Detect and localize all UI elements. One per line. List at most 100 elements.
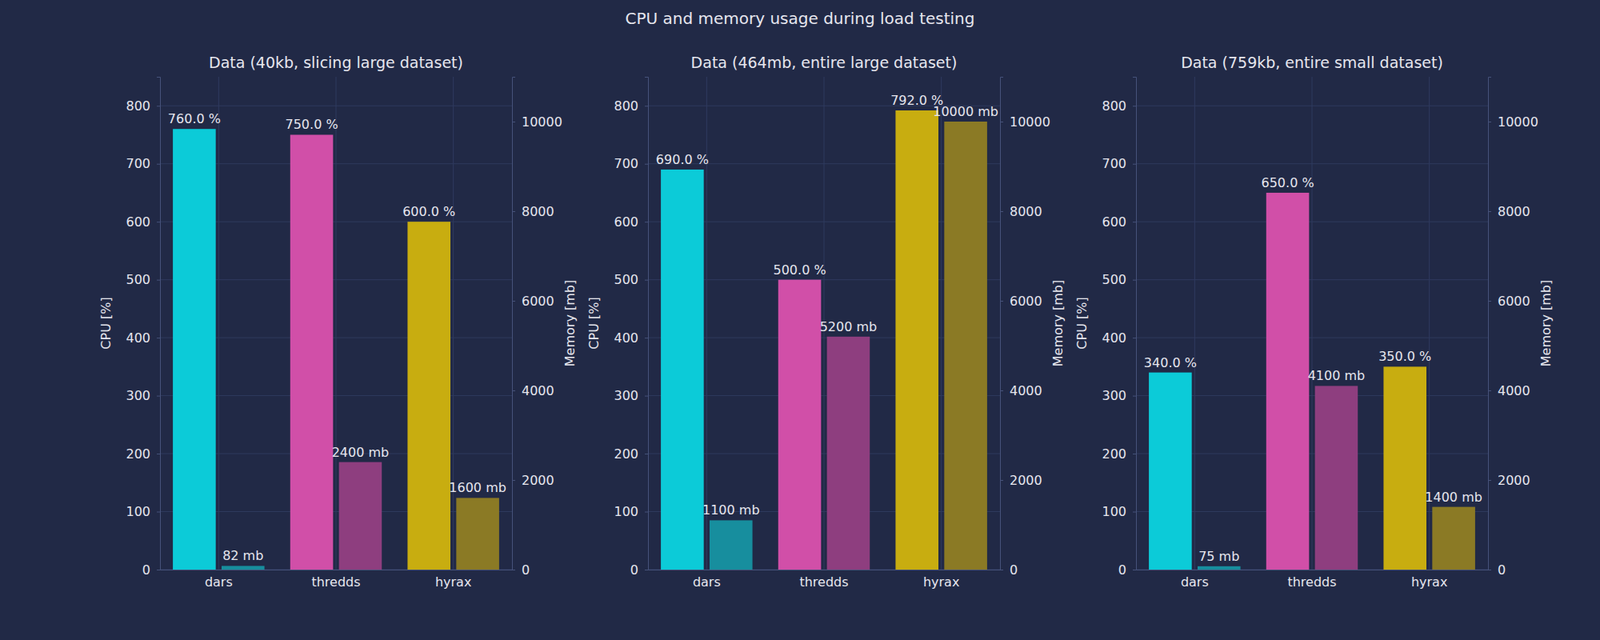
tick-label: 500: [613, 272, 639, 288]
y2-axis: 0200040006000800010000: [1488, 77, 1539, 578]
tick: 6000: [512, 293, 555, 309]
tick-mark: [1488, 480, 1492, 481]
data-label: 1400 mb: [1424, 489, 1483, 505]
tick: 10000: [1000, 114, 1051, 130]
y-axis: 0100200300400500600700800: [1101, 77, 1136, 578]
tick-label: 800: [125, 98, 151, 114]
tick: 200: [613, 446, 648, 462]
tick-mark: [1488, 121, 1492, 123]
tick: 4000: [1488, 383, 1531, 399]
tick-mark: [1132, 337, 1136, 339]
tick-mark: [512, 211, 516, 212]
bar: [172, 128, 216, 570]
tick: 700: [1101, 156, 1136, 172]
tick-mark: [156, 337, 160, 339]
tick: 8000: [1488, 204, 1531, 220]
tick-label: 400: [1101, 330, 1127, 346]
data-label: 10000 mb: [932, 104, 999, 120]
subplot-title: Data (759kb, entire small dataset): [1180, 53, 1444, 72]
bar: [944, 121, 988, 570]
tick: thredds: [799, 569, 848, 590]
x-grid-line: [336, 76, 337, 570]
tick-label: 600: [125, 214, 151, 230]
x-grid-line: [218, 76, 220, 570]
tick: 2000: [1488, 472, 1531, 488]
tick: 800: [613, 98, 648, 114]
tick-mark: [644, 337, 648, 339]
tick: 400: [125, 330, 160, 346]
bar: [1383, 366, 1427, 570]
grid: [648, 76, 1000, 570]
tick-label: 200: [613, 446, 639, 462]
tick: 2000: [512, 472, 555, 488]
tick: 300: [613, 388, 648, 404]
data-label: 750.0 %: [285, 116, 339, 132]
tick: 0: [142, 562, 160, 578]
data-label: 5200 mb: [820, 319, 878, 335]
tick-label: 10000: [1009, 114, 1051, 130]
tick-mark: [1132, 105, 1136, 107]
tick-label: 0: [142, 562, 151, 578]
tick-label: 100: [125, 504, 151, 520]
data-label: 1600 mb: [448, 480, 507, 496]
tick: 300: [125, 388, 160, 404]
tick-mark: [156, 105, 160, 107]
bar: [709, 520, 753, 570]
tick: 500: [613, 272, 648, 288]
tick-label: 4000: [1009, 383, 1043, 399]
tick: 6000: [1488, 293, 1531, 309]
tick: 10000: [1488, 114, 1539, 130]
y-axis-title: CPU [%]: [586, 296, 602, 349]
data-labels: 760.0 %750.0 %600.0 %82 mb2400 mb1600 mb: [168, 111, 507, 564]
axis-line: [644, 77, 649, 571]
suptitle: CPU and memory usage during load testing: [625, 8, 976, 28]
tick-label: dars: [692, 574, 721, 590]
tick-label: 2000: [1009, 472, 1043, 488]
tick: 6000: [1000, 293, 1043, 309]
tick-mark: [1132, 221, 1136, 223]
tick-label: hyrax: [1411, 574, 1448, 590]
tick-label: 10000: [1497, 114, 1539, 130]
tick-label: 700: [613, 156, 639, 172]
tick-mark: [644, 221, 648, 223]
x-axis: darsthreddshyrax: [1136, 569, 1489, 590]
bar: [1197, 566, 1241, 570]
tick: 200: [125, 446, 160, 462]
tick: 8000: [512, 204, 555, 220]
tick-mark: [1132, 569, 1136, 571]
tick: 500: [1101, 272, 1136, 288]
axis-line: [1132, 77, 1137, 571]
grid: [1136, 76, 1488, 570]
tick-mark: [644, 164, 648, 165]
tick-label: dars: [204, 574, 233, 590]
tick-mark: [644, 396, 648, 397]
chart: CPU and memory usage during load testing…: [0, 0, 1600, 640]
tick-mark: [1000, 211, 1004, 212]
tick-label: 2000: [521, 472, 555, 488]
tick: 300: [1101, 388, 1136, 404]
data-label: 760.0 %: [168, 111, 221, 127]
y-axis: 0100200300400500600700800: [613, 77, 648, 578]
tick-label: 100: [613, 504, 639, 520]
bar: [1266, 192, 1310, 570]
bars: [1148, 192, 1476, 570]
tick-mark: [156, 164, 160, 165]
tick-mark: [644, 512, 648, 513]
data-label: 500.0 %: [773, 262, 827, 278]
bar: [660, 169, 704, 570]
tick-mark: [1000, 300, 1004, 302]
x-axis: darsthreddshyrax: [648, 569, 1001, 590]
y2-axis: 0200040006000800010000: [512, 77, 563, 578]
grid: [160, 76, 512, 570]
tick: 800: [1101, 98, 1136, 114]
tick-mark: [512, 390, 516, 392]
tick-label: 500: [1101, 272, 1127, 288]
tick-label: 100: [1101, 504, 1127, 520]
tick-label: 300: [613, 388, 639, 404]
tick-mark: [1132, 512, 1136, 513]
tick-label: 8000: [521, 204, 555, 220]
tick: 10000: [512, 114, 563, 130]
tick-label: 400: [125, 330, 151, 346]
bar: [827, 336, 871, 570]
data-label: 75 mb: [1198, 548, 1240, 564]
